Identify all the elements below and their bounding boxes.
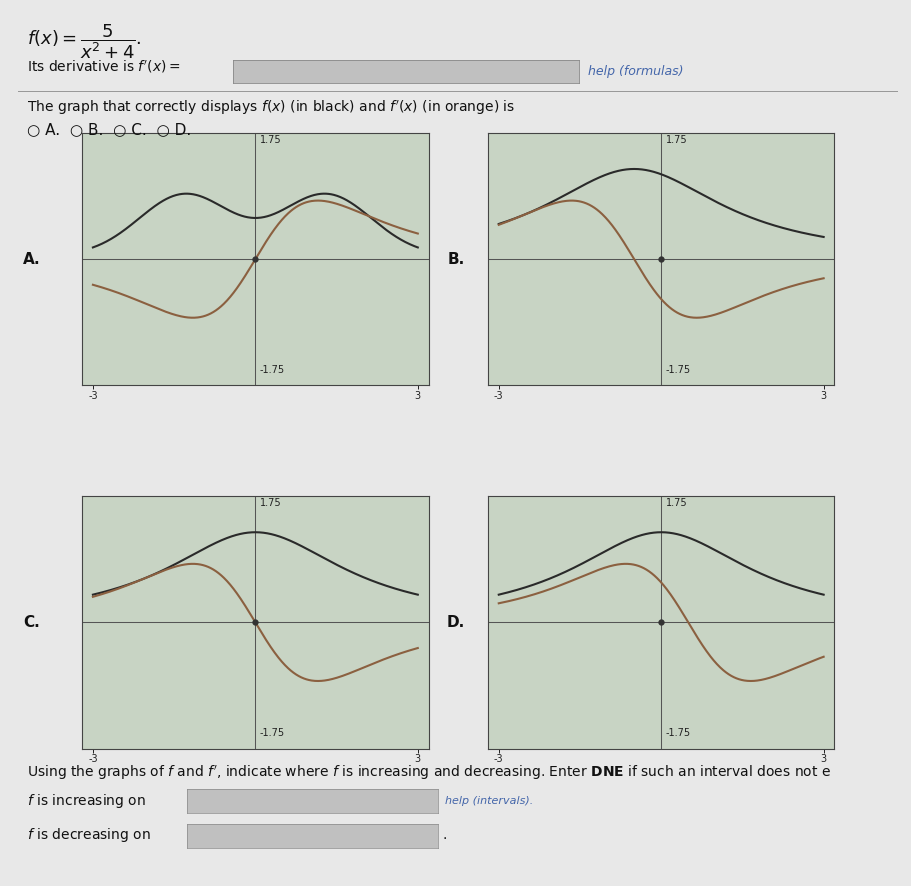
Text: A.: A. — [23, 252, 41, 267]
Text: B.: B. — [447, 252, 464, 267]
Text: Its derivative is $f'(x) =$: Its derivative is $f'(x) =$ — [27, 58, 180, 74]
Text: $f$ is decreasing on: $f$ is decreasing on — [27, 827, 151, 844]
Text: 1.75: 1.75 — [665, 498, 686, 509]
Text: $f$ is increasing on: $f$ is increasing on — [27, 792, 147, 810]
Text: help (intervals).: help (intervals). — [445, 796, 533, 806]
Text: D.: D. — [446, 615, 465, 630]
Text: -1.75: -1.75 — [665, 727, 690, 738]
Text: -1.75: -1.75 — [260, 364, 284, 375]
Text: ○ A.  ○ B.  ○ C.  ○ D.: ○ A. ○ B. ○ C. ○ D. — [27, 122, 191, 137]
Text: C.: C. — [24, 615, 40, 630]
Text: Using the graphs of $f$ and $f'$, indicate where $f$ is increasing and decreasin: Using the graphs of $f$ and $f'$, indica… — [27, 764, 831, 782]
Text: 1.75: 1.75 — [665, 135, 686, 145]
Text: -1.75: -1.75 — [665, 364, 690, 375]
Text: .: . — [442, 828, 446, 843]
Text: -1.75: -1.75 — [260, 727, 284, 738]
Text: The graph that correctly displays $f(x)$ (in black) and $f'(x)$ (in orange) is: The graph that correctly displays $f(x)$… — [27, 99, 515, 118]
Text: 1.75: 1.75 — [260, 135, 281, 145]
Text: $f(x) = \dfrac{5}{x^2+4}.$: $f(x) = \dfrac{5}{x^2+4}.$ — [27, 22, 142, 61]
Text: 1.75: 1.75 — [260, 498, 281, 509]
Text: help (formulas): help (formulas) — [588, 66, 683, 78]
